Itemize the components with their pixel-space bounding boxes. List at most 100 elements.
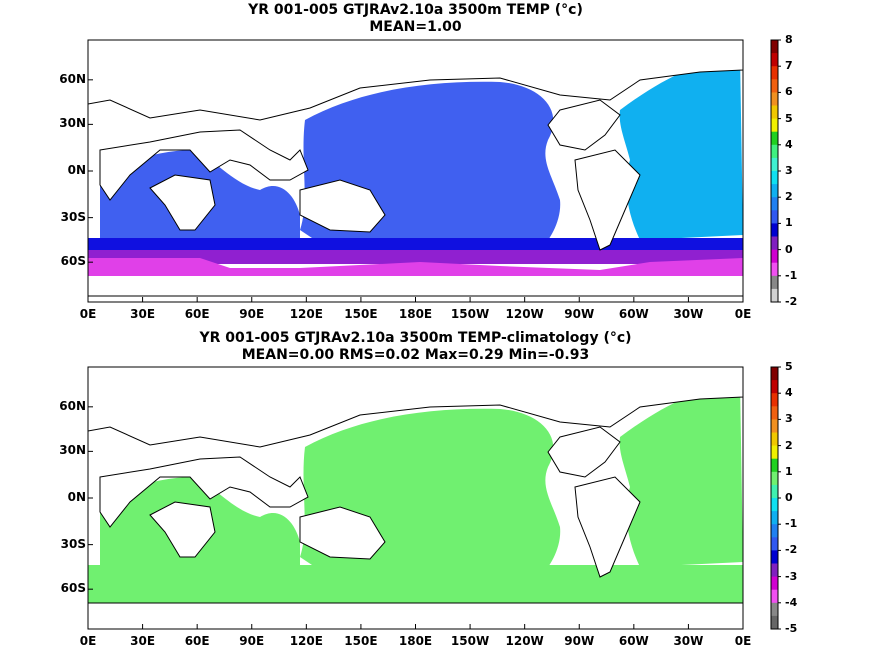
colorbar-swatch [771, 511, 778, 525]
anom-southern-band [88, 565, 743, 603]
panel1-title: YR 001-005 GTJRAv2.10a 3500m TEMP (°c) [248, 2, 583, 18]
colorbar-swatch [771, 92, 778, 106]
southern-magenta-band [88, 258, 743, 276]
colorbar-swatch [771, 184, 778, 198]
anom-pacific-field [300, 408, 561, 585]
panel1-subtitle: MEAN=1.00 [369, 19, 462, 35]
colorbar-label: 1 [785, 216, 793, 230]
colorbar-swatch [771, 210, 778, 224]
colorbar-swatch [771, 144, 778, 159]
lon-label: 30W [673, 307, 704, 321]
lat-label: 60S [60, 254, 86, 269]
colorbar-swatch [771, 393, 778, 407]
colorbar-swatch [771, 53, 778, 67]
colorbar-swatch [771, 419, 778, 433]
colorbar-swatch [771, 380, 778, 394]
lat-label: 30S [60, 209, 86, 224]
lat-label: 60S [60, 581, 86, 596]
colorbar-swatch [771, 197, 778, 211]
atlantic-field [619, 55, 743, 240]
colorbar-label: -2 [785, 543, 798, 557]
colorbar-label: 4 [785, 137, 793, 151]
colorbar-label: 7 [785, 59, 793, 73]
lat-label: 60N [59, 398, 86, 413]
colorbar-label: 3 [785, 164, 793, 177]
anom-atlantic-field [619, 382, 743, 567]
colorbar-swatch [771, 105, 778, 120]
colorbar-swatch [771, 458, 778, 473]
colorbar-swatch [771, 406, 778, 420]
colorbar-swatch [771, 249, 778, 264]
colorbar-swatch [771, 602, 778, 617]
southern-purple-band [88, 250, 743, 264]
colorbar-swatch [771, 615, 778, 630]
colorbar-label: 3 [785, 412, 793, 426]
colorbar-label: -1 [785, 517, 798, 531]
lon-label: 60W [618, 307, 649, 321]
lon-label: 120W [505, 307, 544, 321]
lat-label: 30N [59, 116, 86, 131]
colorbar-swatch [771, 484, 778, 499]
colorbar-label: 0 [785, 491, 793, 504]
colorbar-label: 0 [785, 242, 793, 256]
lon-label: 120E [289, 307, 323, 321]
colorbar-swatch [771, 367, 778, 381]
lon-label: 30E [130, 307, 156, 321]
lon-label: 60E [184, 634, 210, 648]
colorbar-swatch [771, 157, 778, 172]
colorbar-label: 5 [785, 111, 793, 125]
lon-label: 120E [289, 634, 323, 648]
lat-label: 0N [67, 490, 86, 504]
colorbar-swatch [771, 589, 778, 604]
colorbar-swatch [771, 79, 778, 93]
lat-label: 30N [59, 443, 86, 458]
lon-label: 90W [564, 634, 595, 648]
colorbar-swatch [771, 432, 778, 447]
pacific-field [300, 81, 561, 258]
panel2-title: YR 001-005 GTJRAv2.10a 3500m TEMP-climat… [199, 330, 632, 346]
lon-label: 0E [734, 634, 752, 648]
colorbar-swatch [771, 550, 778, 564]
panel1-map [88, 40, 743, 302]
colorbar-label: 2 [785, 438, 793, 452]
colorbar-swatch [771, 537, 778, 551]
colorbar-swatch [771, 262, 778, 277]
colorbar-swatch [771, 471, 778, 486]
colorbar-swatch [771, 524, 778, 538]
lon-label: 0E [79, 634, 97, 648]
lon-label: 60E [184, 307, 210, 321]
colorbar-swatch [771, 498, 778, 512]
panel2-subtitle: MEAN=0.00 RMS=0.02 Max=0.29 Min=-0.93 [241, 347, 590, 363]
lat-label: 60N [59, 71, 86, 86]
colorbar-label: -4 [785, 595, 798, 609]
lon-label: 60W [618, 634, 649, 648]
lon-label: 150E [344, 634, 378, 648]
lon-label: 0E [79, 307, 97, 321]
colorbar-label: -3 [785, 569, 798, 583]
lon-label: 180E [398, 307, 433, 321]
colorbar-swatch [771, 288, 778, 303]
lon-label: 30E [130, 634, 156, 648]
lon-label: 150W [450, 634, 490, 648]
lon-label: 90E [239, 307, 265, 321]
colorbar-swatch [771, 576, 778, 591]
colorbar-swatch [771, 131, 778, 146]
colorbar-swatch [771, 118, 778, 133]
colorbar-label: -2 [785, 295, 798, 308]
colorbar-label: -5 [785, 622, 798, 635]
lon-label: 30W [673, 634, 704, 648]
colorbar-swatch [771, 66, 778, 80]
lat-label: 0N [67, 163, 86, 177]
lon-label: 150W [450, 307, 490, 321]
colorbar-swatch [771, 236, 778, 251]
lat-label: 30S [60, 536, 86, 551]
colorbar-label: 2 [785, 190, 793, 204]
colorbar-swatch [771, 275, 778, 290]
colorbar-swatch [771, 223, 778, 237]
lon-label: 90E [239, 634, 265, 648]
panel2-map [88, 367, 743, 629]
colorbar-swatch [771, 445, 778, 460]
lon-label: 90W [564, 307, 595, 321]
southern-blue-band [88, 238, 743, 250]
